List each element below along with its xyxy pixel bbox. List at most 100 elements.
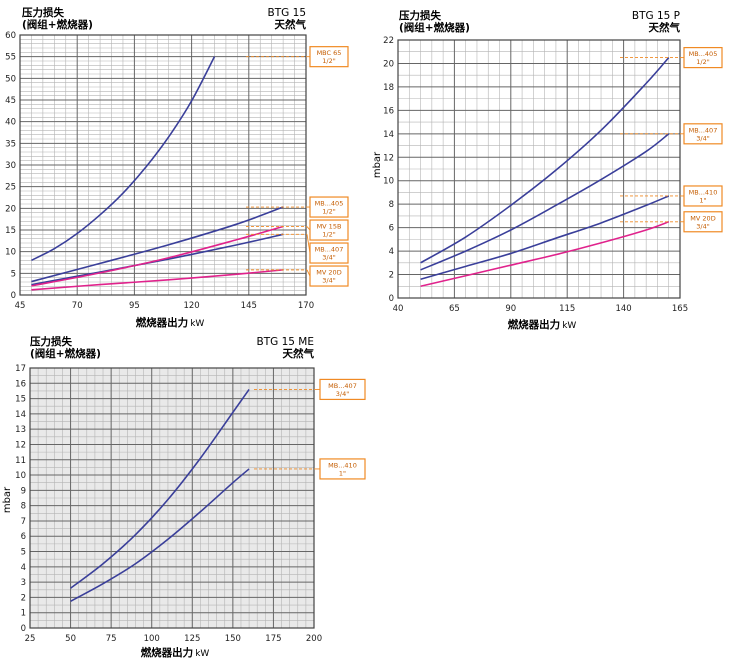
tick-labels: 40 65 90 115 140 165 0 2 4 6 8 10 12 14 16 18 20 22 <box>383 36 688 314</box>
grid <box>397 39 681 299</box>
y-tick-label: 0 <box>21 624 26 634</box>
annotation-label-line2: 1" <box>699 196 706 204</box>
y-tick-label: 1 <box>21 609 26 619</box>
y-axis-label: mbar <box>2 486 13 513</box>
annotation-label-line1: MB...410 <box>689 188 718 196</box>
y-tick-label: 2 <box>21 593 26 603</box>
y-tick-label: 16 <box>383 106 394 116</box>
x-axis-label: 燃烧器出力 kW <box>141 646 210 659</box>
series-layer <box>31 56 284 291</box>
y-tick-label: 40 <box>5 118 16 128</box>
y-tick-label: 16 <box>15 379 26 389</box>
y-tick-label: 2 <box>389 271 394 281</box>
y-tick-label: 8 <box>21 502 26 512</box>
series-line-1 <box>70 468 250 602</box>
x-tick-label: 200 <box>306 634 322 644</box>
annotation-label-line1: MB...407 <box>315 246 344 254</box>
title-left-line2: (阀组+燃烧器) <box>30 347 101 360</box>
x-tick-label: 125 <box>184 634 200 644</box>
annotation-label-line1: MV 15B <box>317 223 342 231</box>
y-tick-label: 45 <box>5 96 16 106</box>
annotation-box <box>683 211 723 233</box>
title-right-line1: BTG 15 <box>268 7 306 19</box>
y-tick-label: 18 <box>383 83 394 93</box>
x-tick-label: 175 <box>265 634 281 644</box>
title-right-line2: 天然气 <box>283 347 315 360</box>
x-tick-label: 75 <box>106 634 117 644</box>
annotation-label-line2: 3/4" <box>696 222 709 230</box>
y-tick-label: 14 <box>15 410 26 420</box>
x-tick-label: 120 <box>183 301 199 311</box>
x-tick-label: 65 <box>449 304 460 314</box>
y-tick-label: 14 <box>383 130 394 140</box>
title-left-line1: 压力损失 <box>22 6 64 19</box>
y-tick-label: 55 <box>5 53 16 63</box>
y-tick-label: 60 <box>5 31 16 41</box>
plot-frame <box>397 39 681 299</box>
annotation-box <box>309 196 349 218</box>
y-tick-label: 25 <box>5 183 16 193</box>
title-left-line2: (阀组+燃烧器) <box>22 18 93 31</box>
y-tick-label: 15 <box>15 395 26 405</box>
annotation-label-line2: 3/4" <box>336 390 349 398</box>
x-tick-label: 45 <box>15 301 26 311</box>
x-axis-label: 燃烧器出力 kW <box>508 318 577 330</box>
title-right-line2: 天然气 <box>649 21 681 34</box>
annotation-box <box>309 265 349 287</box>
series-layer <box>420 57 670 288</box>
series-line-2 <box>31 233 284 286</box>
y-tick-label: 13 <box>15 425 26 435</box>
annotation-box <box>309 46 349 68</box>
title-left-line1: 压力损失 <box>30 335 72 348</box>
y-tick-label: 12 <box>383 153 394 163</box>
y-tick-label: 50 <box>5 74 16 84</box>
annotation-label-line1: MV 20D <box>316 269 341 277</box>
annotation-label-line1: MBC 65 <box>317 49 342 57</box>
tick-labels: 45 70 95 120 145 170 0 5 10 15 20 25 30 35 40 45 50 55 60 <box>5 31 314 311</box>
annotation-label-line2: 1/2" <box>696 58 709 66</box>
annotation-label-line2: 1/2" <box>322 57 335 65</box>
y-tick-label: 8 <box>389 200 394 210</box>
series-line-4 <box>31 269 284 291</box>
title-right-line2: 天然气 <box>275 18 307 31</box>
x-tick-label: 50 <box>65 634 76 644</box>
annotation-box <box>683 46 723 69</box>
y-tick-label: 5 <box>11 269 16 279</box>
y-tick-label: 10 <box>5 248 16 258</box>
y-tick-label: 0 <box>389 294 394 304</box>
y-tick-label: 20 <box>383 59 394 69</box>
x-tick-label: 25 <box>25 634 36 644</box>
y-tick-label: 22 <box>383 36 394 46</box>
y-tick-label: 20 <box>5 204 16 214</box>
series-line-1 <box>31 206 284 283</box>
annotation-label-line1: MB...405 <box>315 200 344 208</box>
annotation-label-line2: 3/4" <box>322 277 335 285</box>
annotation-label-line2: 1/2" <box>322 208 335 216</box>
grid <box>19 34 307 296</box>
x-tick-label: 140 <box>615 304 631 314</box>
tick-labels: 25 50 75 100 125 150 175 2000123456789101112131… <box>15 364 322 644</box>
x-tick-label: 95 <box>129 301 140 311</box>
y-tick-label: 11 <box>15 456 26 466</box>
y-tick-label: 4 <box>389 247 394 257</box>
annotation-box <box>309 219 349 241</box>
annotation-box <box>683 185 723 207</box>
y-tick-label: 6 <box>21 532 26 542</box>
annotation-label-line1: MB...407 <box>689 126 718 134</box>
title-right-line1: BTG 15 P <box>632 10 680 22</box>
annotation-label-line2: 1/2" <box>322 231 335 239</box>
y-tick-label: 12 <box>15 440 26 450</box>
x-tick-label: 165 <box>672 304 688 314</box>
plot-frame <box>19 34 307 296</box>
x-axis-label: 燃烧器出力 kW <box>136 316 205 329</box>
series-line-2 <box>420 195 670 281</box>
y-tick-label: 0 <box>11 291 16 301</box>
x-tick-label: 170 <box>298 301 314 311</box>
y-tick-label: 4 <box>21 563 26 573</box>
series-layer <box>70 388 250 602</box>
annotation-box <box>319 378 366 401</box>
